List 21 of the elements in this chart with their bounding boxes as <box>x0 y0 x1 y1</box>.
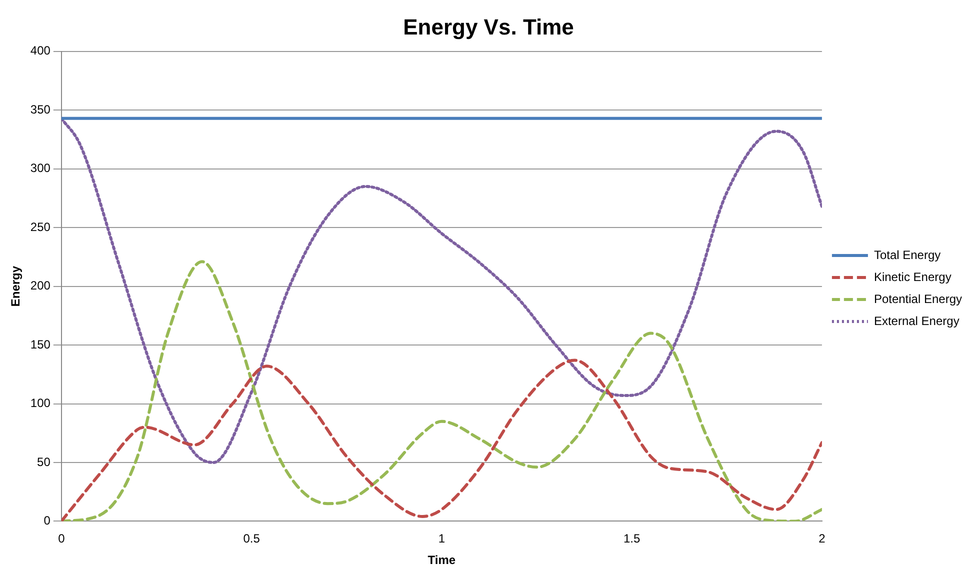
y-tick-label: 300 <box>30 161 51 176</box>
x-tick-label: 2 <box>818 532 826 546</box>
y-tick-label: 50 <box>37 454 51 469</box>
y-axis-title: Energy <box>8 266 23 307</box>
chart-title: Energy Vs. Time <box>403 14 574 40</box>
x-axis-title: Time <box>428 553 456 568</box>
y-tick-label: 250 <box>30 220 51 234</box>
legend-label: Potential Energy <box>874 292 962 306</box>
y-tick-label: 150 <box>30 337 51 352</box>
y-tick-label: 350 <box>30 102 51 116</box>
legend-label: Kinetic Energy <box>874 270 952 284</box>
legend-label: External Energy <box>874 314 960 328</box>
x-tick-label: 0 <box>58 532 66 546</box>
x-tick-label: 1 <box>438 532 446 546</box>
x-tick-label: 1.5 <box>623 532 640 546</box>
y-tick-label: 100 <box>30 396 51 410</box>
y-tick-label: 200 <box>30 278 51 293</box>
y-tick-label: 0 <box>44 514 51 528</box>
y-tick-label: 400 <box>30 44 51 58</box>
legend-label: Total Energy <box>874 248 941 262</box>
x-tick-label: 0.5 <box>243 532 260 546</box>
